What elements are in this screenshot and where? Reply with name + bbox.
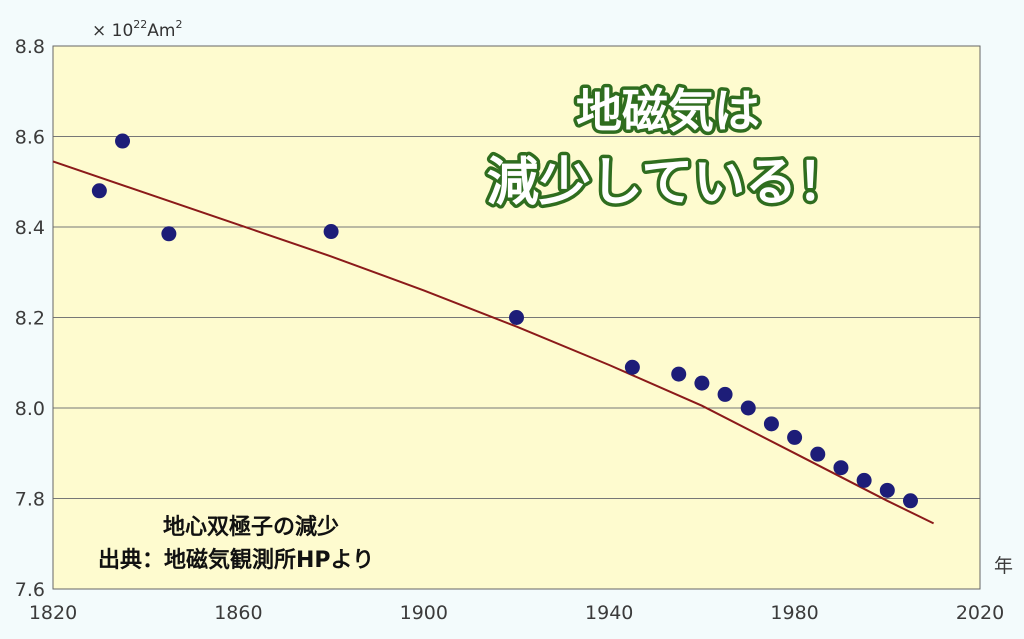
x-tick-label: 2020 <box>956 602 1004 624</box>
x-axis-unit-label: 年 <box>994 555 1013 577</box>
y-tick-label: 8.4 <box>15 217 45 239</box>
data-point <box>810 446 826 462</box>
caption-line-1: 地心双極子の減少 <box>163 514 339 540</box>
caption-line-2: 出典：地磁気観測所HPより <box>98 547 374 573</box>
y-tick-label: 8.0 <box>15 398 45 420</box>
data-point <box>694 375 710 391</box>
x-tick-label: 1860 <box>214 602 262 624</box>
data-point <box>763 416 779 432</box>
data-point <box>879 482 895 498</box>
y-tick-label: 7.6 <box>15 579 45 601</box>
headline-line-2: 減少している！ <box>487 153 849 213</box>
x-tick-labels: 1820 1860 1900 1940 1980 2020 <box>29 602 1004 624</box>
data-point <box>740 400 756 416</box>
y-tick-label: 8.6 <box>15 127 45 149</box>
data-points <box>91 133 918 509</box>
data-point <box>856 472 872 488</box>
x-tick-label: 1820 <box>29 602 77 624</box>
y-tick-label: 8.2 <box>15 308 45 330</box>
y-tick-label: 8.8 <box>15 36 45 58</box>
plot-frame <box>52 45 981 590</box>
x-tick-label: 1940 <box>585 602 633 624</box>
trend-line <box>52 160 935 525</box>
y-tick-label: 7.8 <box>15 489 45 511</box>
data-series <box>52 133 935 525</box>
headline-line-1: 地磁気は <box>576 84 760 138</box>
data-point <box>509 310 524 325</box>
x-tick-label: 1980 <box>770 602 818 624</box>
x-tick-label: 1900 <box>400 602 448 624</box>
data-point <box>91 183 107 199</box>
data-point <box>671 366 687 382</box>
data-point <box>161 226 177 242</box>
data-point <box>115 133 131 149</box>
y-unit-label: × 1022Am2 <box>92 18 182 41</box>
y-tick-labels: 7.6 7.8 8.0 8.2 8.4 8.6 8.8 <box>15 36 45 601</box>
data-point <box>323 224 339 240</box>
data-point <box>787 429 803 445</box>
data-point <box>902 493 918 509</box>
data-point <box>717 386 733 402</box>
data-point <box>624 359 640 375</box>
data-point <box>833 460 849 476</box>
